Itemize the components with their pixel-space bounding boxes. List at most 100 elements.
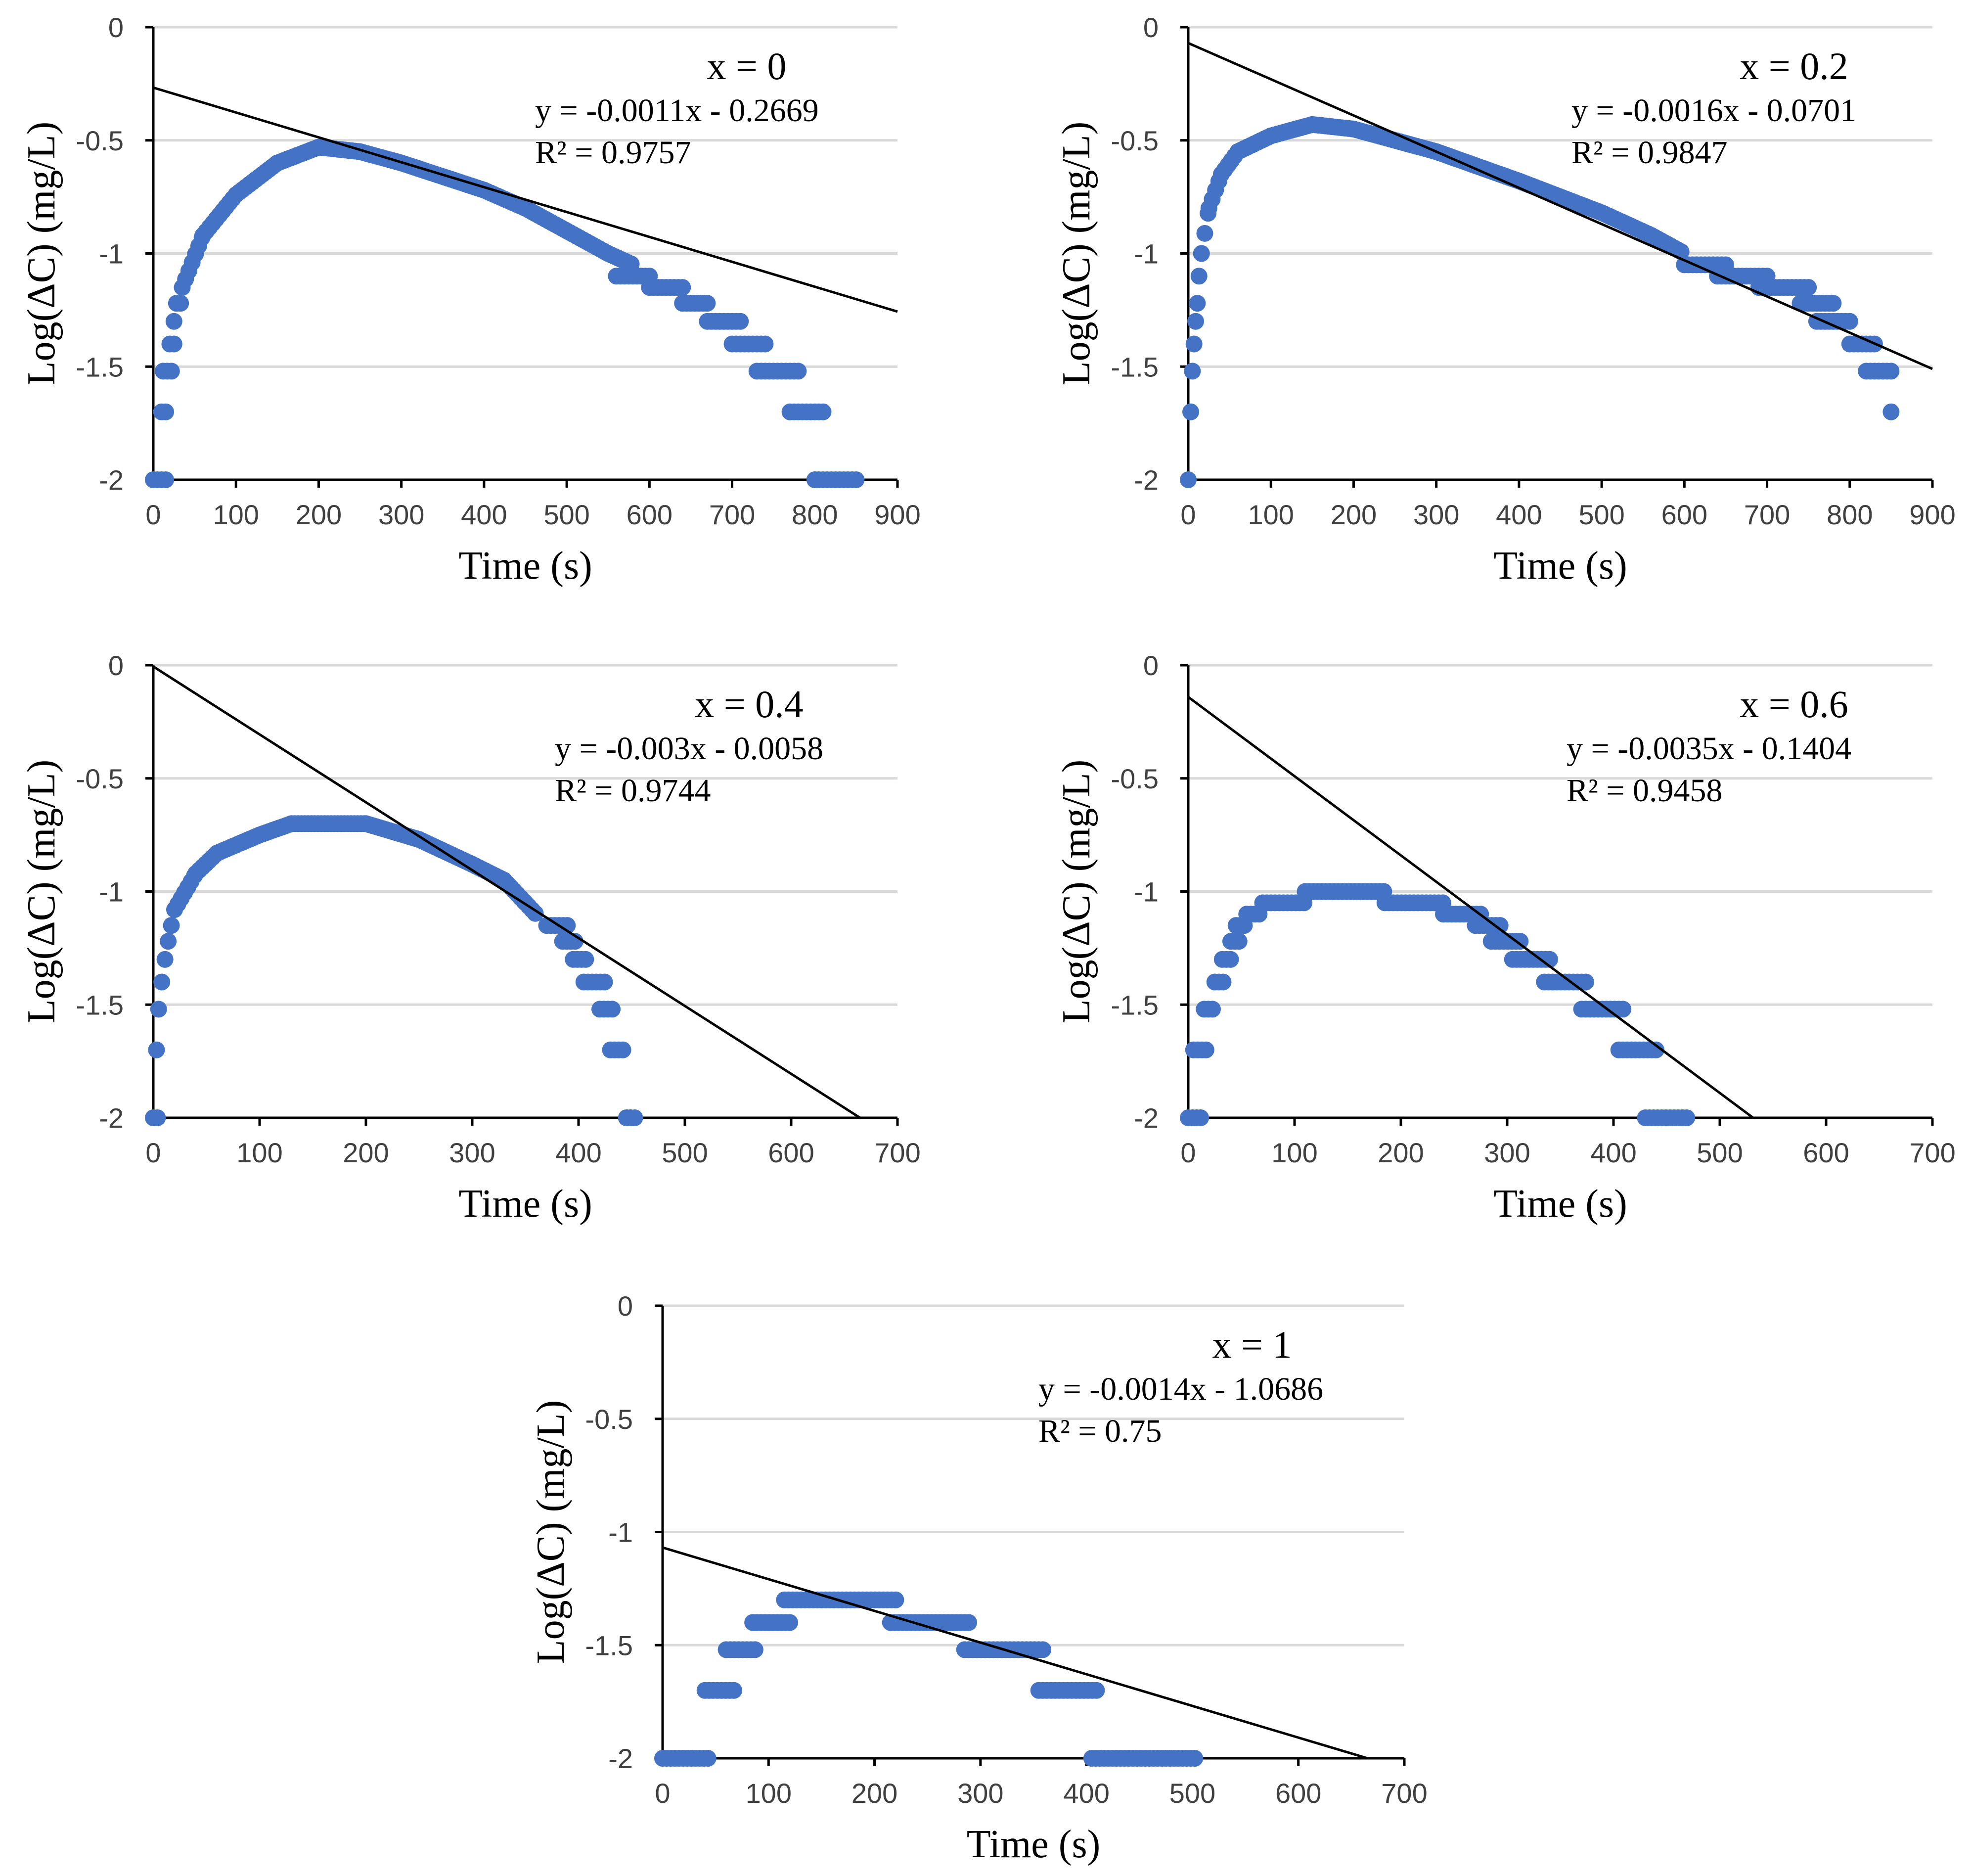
y-axis-title: Log(ΔC) (mg/L) [1055,760,1098,1024]
data-point [1825,295,1842,312]
y-axis-title: Log(ΔC) (mg/L) [20,122,63,386]
x-tick-label: 200 [1378,1137,1424,1168]
data-point [1230,933,1248,950]
y-tick-label: 0 [1143,12,1159,43]
x-tick-label: 100 [236,1137,282,1168]
chart-x-0.4: 0 -0.5 -1 -1.5 -2 0 100 200 300 400 500 600 700 Time … [20,650,921,1226]
x-tick-label: 300 [378,499,424,530]
data-point [848,471,865,488]
y-tick-label: -0.5 [585,1404,633,1435]
x-tick-label: 900 [874,499,920,530]
x-tick-label: 200 [343,1137,389,1168]
data-point [148,1041,165,1058]
x-tick-label: 0 [1180,1137,1196,1168]
trendline [152,665,861,1119]
y-tick-label: -1.5 [1111,351,1159,382]
y-tick-label: -1 [99,238,124,270]
data-point [153,973,171,991]
data-point [1614,1001,1632,1018]
data-point [1187,313,1205,330]
x-tick-label: 500 [662,1137,708,1168]
data-point [781,1614,799,1631]
x-tick-label: 800 [792,499,838,530]
data-point [725,1682,743,1699]
r-squared-label: R² = 0.9847 [1571,135,1728,171]
x-tick-label: 600 [1661,499,1707,530]
x-tick-label: 500 [543,499,589,530]
x-tick-label: 800 [1827,499,1873,530]
y-tick-label: -1 [1134,238,1159,270]
x-tick-label: 600 [1803,1137,1849,1168]
x-axis-title: Time (s) [458,544,592,588]
trendline-equation: y = -0.0016x - 0.0701 [1571,92,1856,129]
data-point [165,335,182,353]
data-point [1182,403,1200,420]
data-point [746,1641,763,1658]
r-squared-label: R² = 0.9458 [1567,773,1723,809]
trendline-equation: y = -0.0035x - 0.1404 [1567,731,1851,767]
y-tick-label: -1 [99,876,124,908]
x-tick-label: 400 [461,499,507,530]
data-point [887,1591,904,1608]
r-squared-label: R² = 0.9757 [535,135,691,171]
y-tick-label: -1.5 [76,989,124,1020]
x-value-label: x = 0.6 [1740,683,1848,726]
data-point [157,403,175,420]
data-point [596,973,613,991]
data-point [165,313,182,330]
data-point [1197,1041,1214,1058]
data-point [699,295,716,312]
y-tick-label: -2 [1134,464,1159,496]
y-tick-label: -0.5 [76,763,124,794]
data-point [814,403,832,420]
data-point [149,1109,166,1126]
data-point [732,313,749,330]
trendline-equation: y = -0.0014x - 1.0686 [1038,1371,1323,1407]
y-tick-label: -0.5 [76,125,124,156]
y-tick-label: 0 [108,12,124,43]
x-tick-label: 700 [1909,1137,1955,1168]
data-point [577,951,594,968]
data-point [699,1750,717,1767]
y-tick-label: -0.5 [1111,125,1159,156]
x-tick-label: 500 [1578,499,1624,530]
data-point [757,335,774,353]
data-point [1189,295,1206,312]
data-point [1222,951,1239,968]
x-axis-title: Time (s) [1493,544,1627,588]
data-point [1648,1041,1664,1058]
data-point [157,471,175,488]
x-tick-label: 0 [145,1137,161,1168]
chart-x-1: 0 -0.5 -1 -1.5 -2 0 100 200 300 400 500 600 700 Time … [529,1290,1428,1866]
data-point [1577,973,1594,991]
trendline [1187,696,1754,1119]
data-point [163,363,180,380]
data-point [1841,313,1858,330]
x-tick-label: 600 [627,499,672,530]
y-tick-label: -1.5 [585,1630,633,1661]
x-tick-label: 300 [1484,1137,1530,1168]
x-axis-title: Time (s) [458,1182,592,1226]
trendline-equation: y = -0.0011x - 0.2669 [535,92,819,129]
chart-x-0: 0 -0.5 -1 -1.5 -2 0 100 200 300 400 500 600 700 800 90… [20,12,921,588]
data-point [1088,1682,1105,1699]
x-tick-label: 0 [145,499,161,530]
y-tick-label: -1.5 [1111,989,1159,1020]
x-tick-label: 400 [1590,1137,1636,1168]
x-tick-label: 700 [709,499,755,530]
data-point [674,279,691,296]
x-tick-label: 600 [1275,1778,1321,1809]
x-value-label: x = 0.2 [1740,45,1848,88]
data-series [654,1591,1204,1767]
data-point [1184,363,1201,380]
y-tick-label: -2 [608,1743,633,1774]
x-tick-label: 600 [768,1137,814,1168]
x-tick-label: 400 [1496,499,1542,530]
data-series [145,138,865,488]
x-tick-label: 300 [449,1137,495,1168]
x-tick-label: 100 [213,499,259,530]
r-squared-label: R² = 0.9744 [555,773,711,809]
data-point [1512,933,1529,950]
chart-x-0.2: 0 -0.5 -1 -1.5 -2 0 100 200 300 400 500 600 700 800 90… [1055,12,1956,588]
data-point [1204,1001,1221,1018]
